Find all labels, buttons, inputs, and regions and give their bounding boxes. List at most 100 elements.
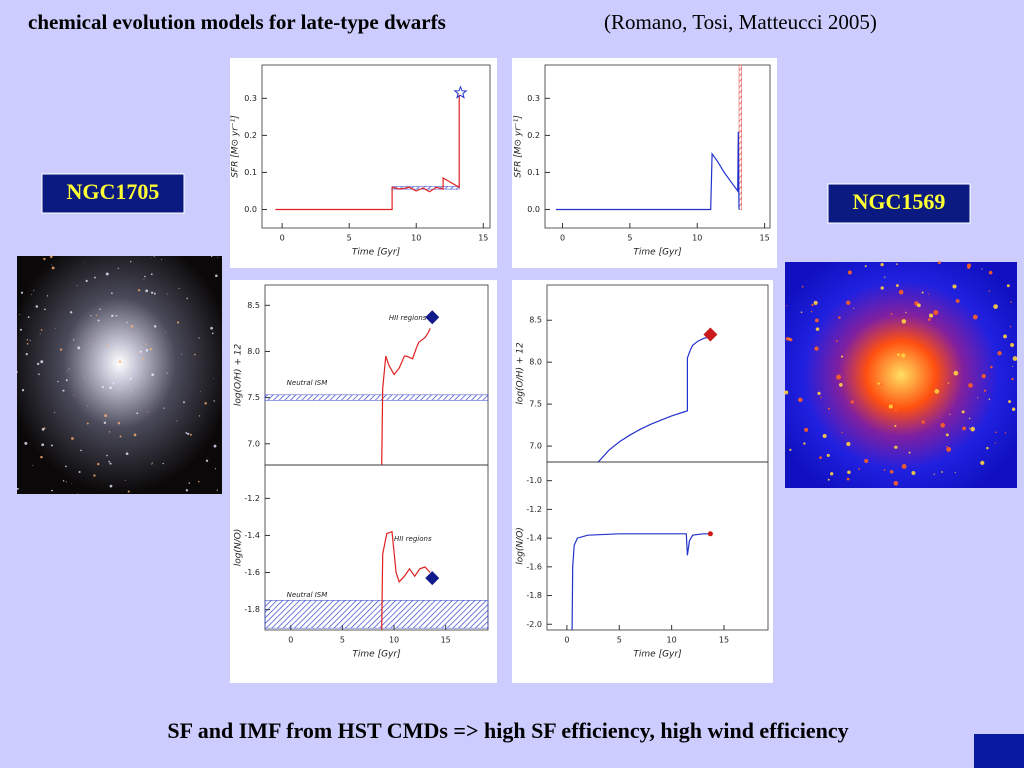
speck <box>83 377 85 378</box>
speck <box>969 427 971 429</box>
speck <box>105 272 109 276</box>
speck <box>108 431 111 433</box>
speck <box>1011 407 1016 411</box>
speck <box>945 433 949 437</box>
speck <box>25 353 28 356</box>
speck <box>929 313 934 318</box>
speck <box>940 422 946 428</box>
speck <box>788 338 791 340</box>
speck <box>204 402 207 405</box>
speck <box>934 389 940 394</box>
speck <box>101 385 105 389</box>
model-line <box>275 94 460 211</box>
speck <box>107 386 109 388</box>
speck <box>937 261 941 265</box>
speck <box>846 300 851 305</box>
model-line <box>571 533 710 631</box>
speck <box>128 334 130 336</box>
speck <box>143 279 145 281</box>
plot-frame <box>264 464 489 631</box>
speck <box>93 474 96 477</box>
speck <box>888 404 893 409</box>
model-line <box>381 328 431 466</box>
speck <box>188 482 191 484</box>
speck <box>1006 284 1010 288</box>
speck <box>883 469 886 471</box>
speck <box>98 323 99 324</box>
speck <box>1010 343 1015 347</box>
y-tick-label: 0.1 <box>244 168 257 177</box>
speck <box>977 397 979 399</box>
speck <box>916 303 921 308</box>
speck <box>928 318 931 321</box>
speck <box>107 376 109 377</box>
speck <box>62 480 65 482</box>
speck <box>90 315 92 317</box>
speck <box>109 484 113 488</box>
speck <box>150 273 153 276</box>
speck <box>51 266 55 270</box>
speck <box>896 263 898 265</box>
speck <box>988 398 991 401</box>
speck <box>65 379 68 382</box>
speck <box>941 471 943 473</box>
y-tick-label: 0.1 <box>527 168 540 177</box>
y-axis-label: log(N/O) <box>516 527 526 565</box>
observed-point <box>703 327 718 342</box>
speck <box>215 274 218 278</box>
annotation: HII regions <box>389 314 427 322</box>
image-texture <box>16 255 1018 494</box>
galaxy-label: NGC1569 <box>853 189 946 214</box>
speck <box>213 378 215 379</box>
speck <box>176 420 178 422</box>
x-tick-label: 5 <box>627 234 632 243</box>
speck <box>205 459 209 462</box>
speck <box>149 347 152 351</box>
speck <box>145 289 149 293</box>
speck <box>104 414 108 418</box>
speck <box>162 462 164 465</box>
speck <box>150 291 154 294</box>
speck <box>1010 301 1012 303</box>
speck <box>981 374 986 379</box>
speck <box>57 380 59 383</box>
speck <box>819 456 822 459</box>
speck <box>820 396 822 398</box>
speck <box>73 394 75 396</box>
speck <box>880 286 884 290</box>
speck <box>946 446 952 452</box>
speck <box>130 325 134 328</box>
speck <box>858 468 861 470</box>
speck <box>198 480 200 483</box>
speck <box>65 465 67 468</box>
x-axis-label: Time [Gyr] <box>633 650 682 660</box>
speck <box>827 407 830 410</box>
corner-block <box>974 734 1024 768</box>
speck <box>133 433 137 437</box>
y-tick-label: -1.4 <box>526 534 542 543</box>
speck <box>928 293 930 295</box>
speck <box>189 433 192 436</box>
label-box <box>41 173 185 214</box>
speck <box>26 342 29 345</box>
speck <box>76 284 78 286</box>
speck <box>35 305 39 308</box>
speck <box>838 382 843 387</box>
speck <box>38 373 40 375</box>
observed-point <box>425 571 440 586</box>
y-tick-label: 0.2 <box>244 131 257 140</box>
speck <box>29 340 31 342</box>
speck <box>841 431 843 434</box>
speck <box>46 295 49 297</box>
speck <box>194 353 196 356</box>
speck <box>850 400 854 404</box>
y-tick-label: -1.0 <box>526 476 542 485</box>
speck <box>968 417 971 420</box>
speck <box>127 490 130 493</box>
y-tick-label: 8.5 <box>247 301 260 310</box>
speck <box>129 377 132 380</box>
y-tick-label: 8.0 <box>247 347 260 356</box>
speck <box>846 441 851 447</box>
speck <box>67 370 69 372</box>
speck <box>962 426 966 431</box>
